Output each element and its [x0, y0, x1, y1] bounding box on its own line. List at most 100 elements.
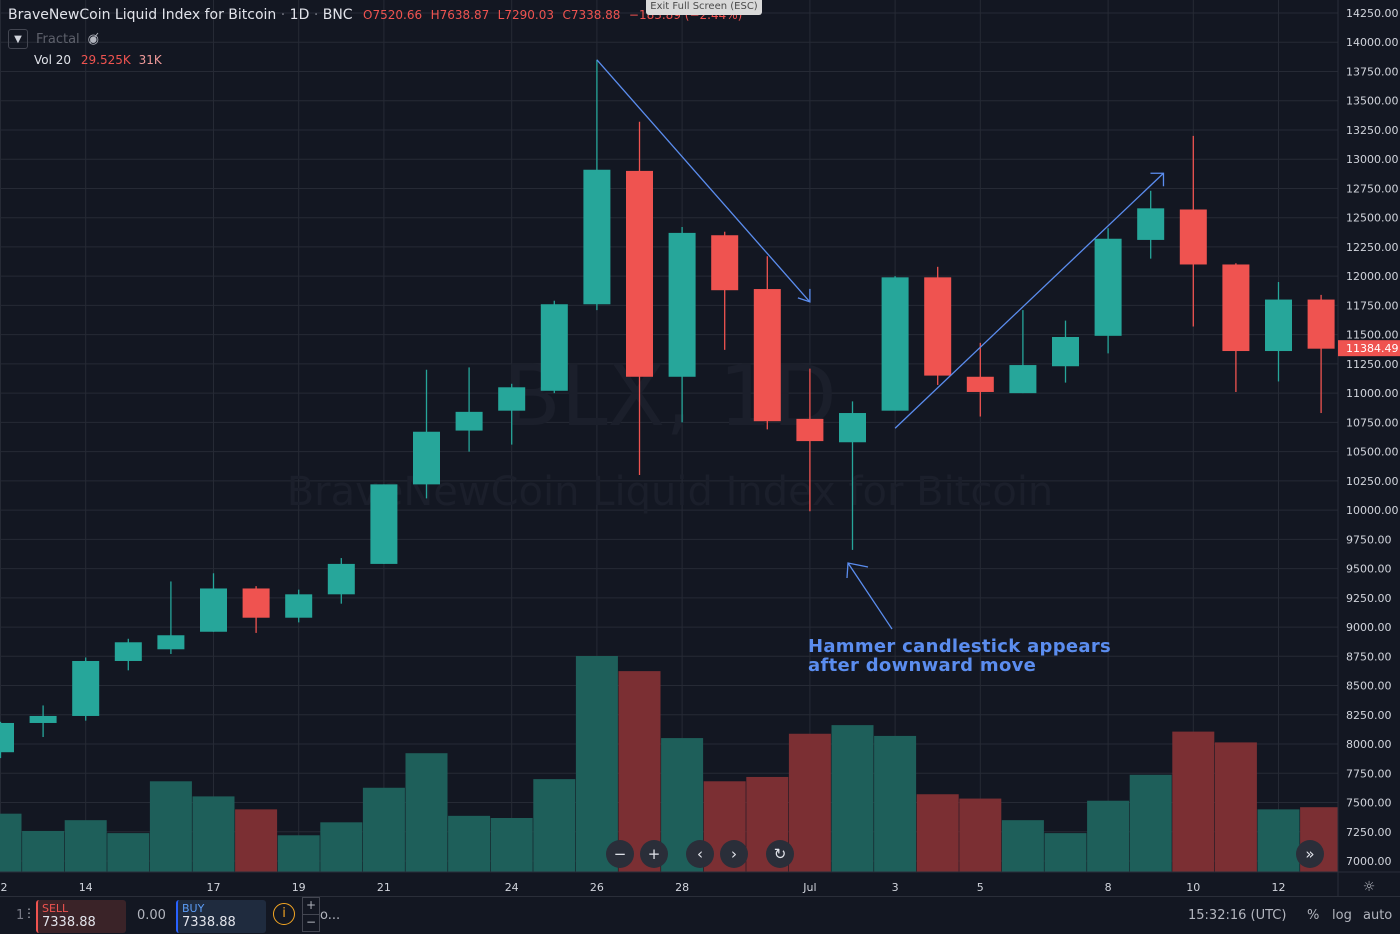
volume-value-2: 31K [138, 53, 162, 67]
price-tick-label: 8250.00 [1346, 709, 1392, 722]
last-price-badge [1338, 340, 1400, 357]
downtrend-arrowhead [797, 288, 811, 303]
volume-bar [64, 820, 107, 872]
volume-bar [0, 813, 22, 872]
volume-bar [362, 787, 405, 872]
trend-arrows [596, 59, 1165, 630]
open-value: O7520.66 [363, 8, 423, 22]
candle-body [0, 722, 14, 753]
exit-fullscreen-button[interactable]: Exit Full Screen (ESC) [646, 0, 762, 15]
volume-bar [22, 830, 65, 872]
volume-bar [490, 818, 533, 872]
sell-price: 7338.88 [42, 915, 96, 930]
scroll-right-icon[interactable]: › [720, 840, 748, 868]
candle-body [1265, 299, 1292, 352]
price-tick-label: 12500.00 [1346, 212, 1399, 225]
percent-toggle[interactable]: % [1307, 908, 1320, 923]
candle-body [711, 235, 739, 291]
price-tick-label: 8000.00 [1346, 738, 1392, 751]
candle-body [327, 563, 355, 595]
log-toggle[interactable]: log [1332, 908, 1352, 923]
downtrend-arrow [596, 59, 811, 303]
price-tick-label: 9250.00 [1346, 592, 1392, 605]
volume-bar [1257, 809, 1300, 872]
candle-body [1179, 209, 1207, 265]
candle-body [157, 635, 185, 650]
volume-bar [959, 798, 1002, 872]
volume-bar [831, 725, 874, 872]
hammer-pointer-arrow [847, 562, 893, 630]
volume-legend: Vol 20 29.525K 31K [34, 53, 162, 67]
candle-body [200, 588, 227, 632]
candle-body [668, 232, 696, 377]
time-tick-label: 8 [1105, 881, 1112, 894]
candle-body [1307, 299, 1335, 349]
price-tick-label: 10750.00 [1346, 416, 1399, 429]
price-tick-label: 11250.00 [1346, 358, 1399, 371]
candle-body [413, 431, 440, 485]
volume-bar [1214, 742, 1257, 872]
indicator-row: ▼ Fractal ◉̸ [8, 29, 99, 49]
price-tick-label: 7000.00 [1346, 855, 1392, 868]
last-price-label: 11384.49 [1346, 342, 1399, 355]
time-display[interactable]: 15:32:16 (UTC) [1188, 908, 1287, 923]
time-tick-label: 28 [675, 881, 689, 894]
quantity-decrease-button[interactable]: − [302, 914, 320, 932]
high-value: H7638.87 [430, 8, 490, 22]
spread-value: 0.00 [137, 908, 166, 923]
price-tick-label: 9750.00 [1346, 533, 1392, 546]
candle-body [753, 289, 781, 422]
eye-hidden-icon[interactable]: ◉̸ [87, 31, 100, 47]
info-icon[interactable]: i [273, 903, 295, 925]
sell-button[interactable]: SELL 7338.88 [36, 900, 126, 933]
candle-body [370, 484, 398, 564]
price-tick-label: 8750.00 [1346, 650, 1392, 663]
volume-bar [575, 656, 618, 872]
auto-toggle[interactable]: auto [1363, 908, 1393, 923]
candle-body [1094, 238, 1122, 336]
scroll-to-latest-icon[interactable]: » [1296, 840, 1324, 868]
annotation-line-1: Hammer candlestick appears [808, 636, 1112, 657]
zoom-out-icon[interactable]: − [606, 840, 634, 868]
reset-icon[interactable]: ↻ [766, 840, 794, 868]
interval-label[interactable]: 1D [289, 7, 310, 23]
time-tick-label: 12 [0, 881, 8, 894]
hammer-pointer-arrowhead [846, 562, 869, 579]
chevron-down-icon[interactable]: ▼ [8, 29, 28, 49]
candle-body [1052, 336, 1079, 367]
candle-body [72, 660, 100, 716]
candle-body [924, 277, 952, 376]
price-tick-label: 12250.00 [1346, 241, 1399, 254]
volume-bar [618, 671, 661, 872]
price-tick-label: 13750.00 [1346, 65, 1399, 78]
symbol-title[interactable]: BraveNewCoin Liquid Index for Bitcoin [8, 7, 277, 23]
price-axis[interactable] [1338, 0, 1400, 896]
price-tick-label: 14250.00 [1346, 7, 1399, 20]
buy-button[interactable]: BUY 7338.88 [176, 900, 266, 933]
scroll-left-icon[interactable]: ‹ [686, 840, 714, 868]
volume-bar [192, 796, 235, 872]
buy-label: BUY [182, 902, 205, 915]
price-tick-label: 7750.00 [1346, 767, 1392, 780]
zoom-in-icon[interactable]: + [640, 840, 668, 868]
candle-body [114, 642, 142, 661]
watermark-name: BraveNewCoin Liquid Index for Bitcoin [287, 469, 1054, 515]
quantity-increase-button[interactable]: + [302, 897, 320, 915]
volume-label[interactable]: Vol 20 [34, 53, 72, 67]
candle-body [242, 588, 270, 618]
time-tick-label: 19 [292, 881, 306, 894]
candle-body [1009, 365, 1037, 394]
sell-label: SELL [42, 902, 69, 915]
price-tick-label: 9000.00 [1346, 621, 1392, 634]
price-tick-label: 13000.00 [1346, 153, 1399, 166]
price-tick-label: 7250.00 [1346, 826, 1392, 839]
price-tick-label: 11000.00 [1346, 387, 1399, 400]
time-tick-label: 12 [1272, 881, 1286, 894]
settings-icon[interactable]: ☼ [1363, 879, 1376, 895]
candle-body [285, 594, 313, 618]
time-tick-label: 21 [377, 881, 391, 894]
fractal-indicator-label[interactable]: Fractal [36, 31, 80, 47]
volume-bar [1087, 800, 1130, 872]
time-tick-label: 5 [977, 881, 984, 894]
